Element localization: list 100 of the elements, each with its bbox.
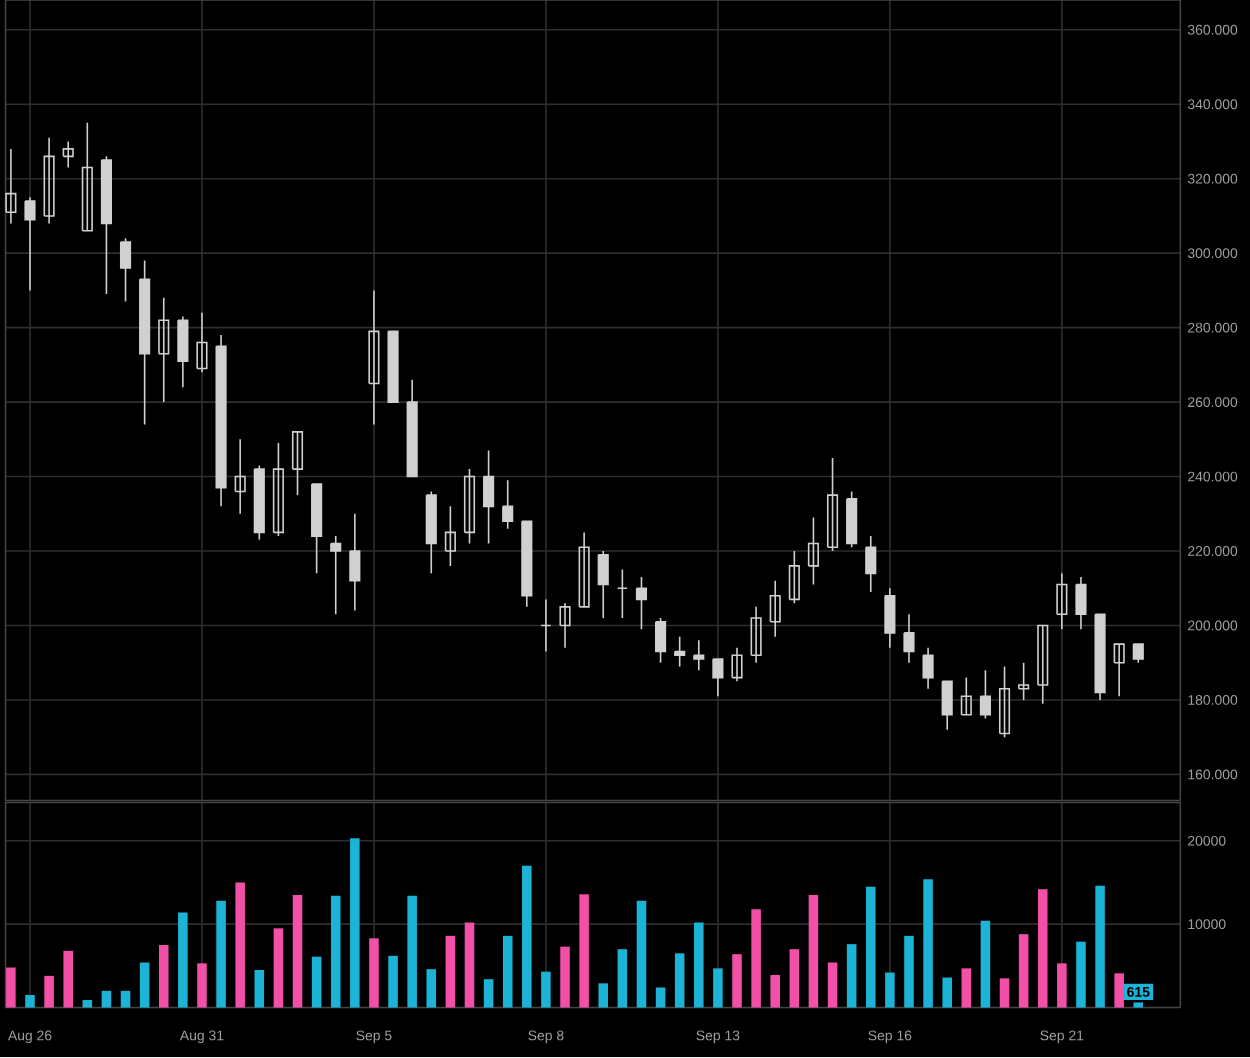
bar <box>369 938 379 1008</box>
candlestick <box>941 680 953 731</box>
candlestick <box>1018 662 1030 702</box>
candlestick <box>1075 576 1087 631</box>
bar <box>617 949 628 1008</box>
candlestick <box>960 677 972 716</box>
candlestick <box>578 531 590 608</box>
bar <box>694 922 704 1008</box>
bar <box>254 970 265 1008</box>
candlestick <box>654 617 667 664</box>
candlestick <box>1037 625 1049 705</box>
candlestick <box>616 569 628 620</box>
bar <box>1057 963 1067 1008</box>
bar <box>120 991 131 1008</box>
bar <box>25 995 35 1008</box>
candlestick <box>387 330 399 404</box>
candlestick <box>846 490 858 549</box>
candlestick <box>1132 643 1144 664</box>
candlestick <box>979 669 991 720</box>
bar <box>885 972 895 1008</box>
candlestick <box>311 483 323 575</box>
bar <box>407 896 417 1008</box>
candlestick <box>521 520 533 608</box>
bar <box>464 922 475 1008</box>
candlestick <box>349 513 361 612</box>
bar <box>445 936 456 1008</box>
bar <box>44 976 54 1008</box>
candlestick <box>1094 613 1106 702</box>
bar <box>1095 886 1105 1008</box>
bar <box>713 968 723 1008</box>
candlestick <box>272 442 284 538</box>
bar <box>216 901 226 1008</box>
candlestick <box>139 260 151 426</box>
candlestick <box>177 316 189 389</box>
bar <box>655 987 666 1008</box>
bar <box>197 963 207 1008</box>
candlestick <box>922 647 934 690</box>
candlestick <box>444 505 456 568</box>
bar <box>101 991 112 1008</box>
candlestick <box>712 658 724 698</box>
candlestick <box>693 639 705 672</box>
bar <box>502 936 513 1008</box>
bar <box>1037 889 1048 1008</box>
bar <box>980 921 991 1008</box>
candlestick <box>674 636 686 668</box>
bar <box>292 895 303 1008</box>
candlestick <box>865 535 877 594</box>
bar <box>483 979 494 1008</box>
bar <box>770 975 780 1008</box>
candlestick <box>502 479 514 530</box>
bar <box>1114 973 1124 1008</box>
bar <box>751 909 761 1008</box>
bar <box>961 968 972 1008</box>
bar <box>541 972 551 1008</box>
bar <box>6 967 16 1008</box>
candlestick <box>884 587 896 649</box>
bar <box>904 936 914 1008</box>
candlestick <box>81 122 93 232</box>
candlestick <box>43 137 55 225</box>
bar <box>426 969 437 1008</box>
bar <box>999 978 1010 1008</box>
bar <box>808 895 819 1008</box>
candlestick <box>1056 572 1068 631</box>
candlestick <box>807 517 820 586</box>
candlestick <box>463 468 476 545</box>
bar <box>388 956 398 1008</box>
candlestick <box>330 535 342 616</box>
bar <box>350 838 360 1008</box>
bar <box>235 882 245 1008</box>
bar <box>827 962 838 1008</box>
candlestick <box>368 289 380 426</box>
candlestick <box>24 196 36 292</box>
bar <box>1018 934 1029 1008</box>
candlestick <box>62 141 74 169</box>
bar <box>942 977 952 1008</box>
candlestick <box>196 312 208 374</box>
candlestick <box>635 576 648 631</box>
candlestick <box>100 155 112 296</box>
bar <box>865 886 876 1008</box>
candlestick <box>597 550 609 620</box>
candlestick <box>903 613 915 664</box>
bar <box>1076 942 1086 1008</box>
candlestick <box>158 297 170 404</box>
bar <box>674 953 685 1008</box>
bar <box>598 983 609 1008</box>
bar <box>732 954 742 1008</box>
bar <box>139 962 150 1008</box>
bar <box>846 944 857 1008</box>
candlestick <box>750 606 762 664</box>
bar <box>560 947 570 1008</box>
candlestick <box>731 647 743 683</box>
bar <box>63 951 73 1008</box>
bar <box>273 928 284 1008</box>
candlestick <box>5 148 17 225</box>
candlestick <box>425 490 437 575</box>
bar <box>636 901 647 1008</box>
bar <box>789 949 800 1008</box>
candlestick <box>788 550 800 605</box>
candlestick <box>540 598 552 653</box>
bar <box>579 894 589 1008</box>
